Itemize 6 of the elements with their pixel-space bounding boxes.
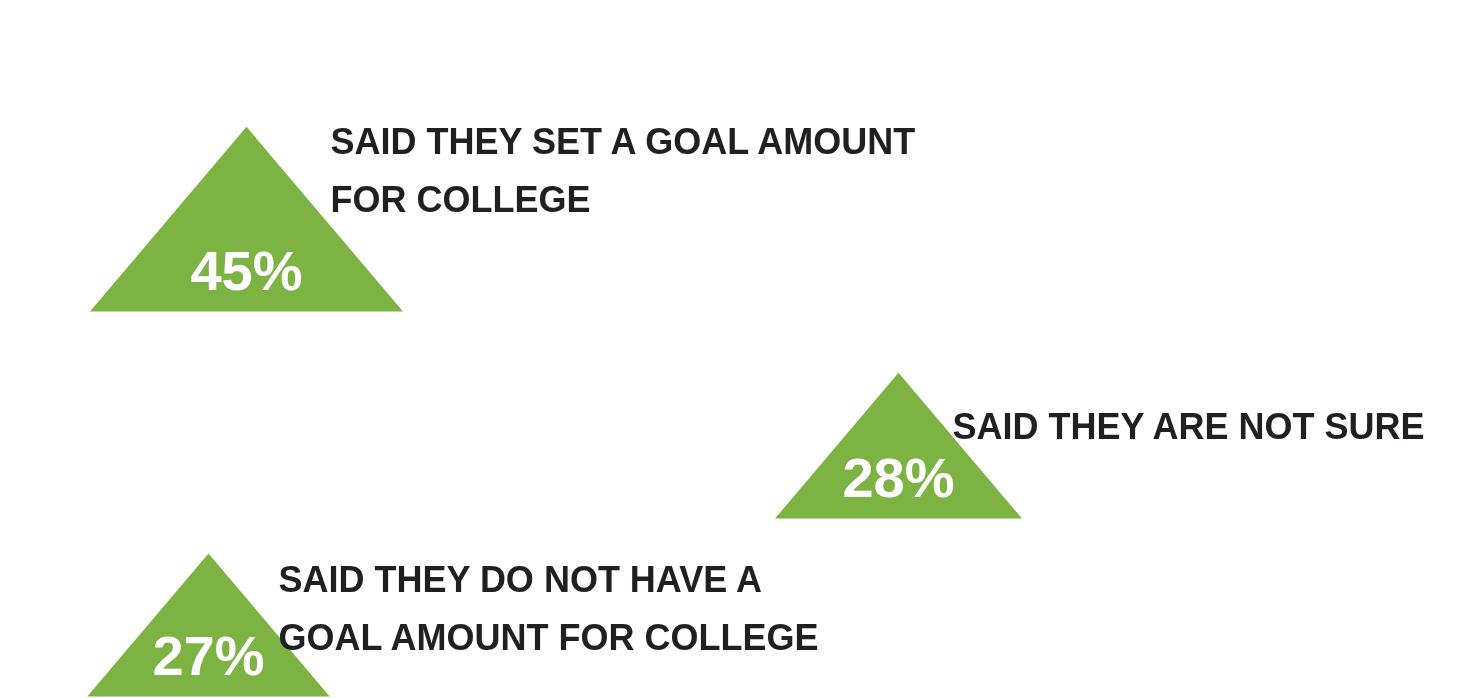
category-label: SAID THEY SET A GOAL AMOUNT FOR COLLEGE (330, 120, 916, 220)
category-label: SAID THEY ARE NOT SURE (952, 405, 1425, 447)
data-label: 45% (190, 238, 303, 302)
data-label: 27% (152, 623, 265, 687)
data-label: 28% (842, 445, 955, 509)
category-label: SAID THEY DO NOT HAVE A GOAL AMOUNT FOR COLLEGE (278, 558, 819, 658)
